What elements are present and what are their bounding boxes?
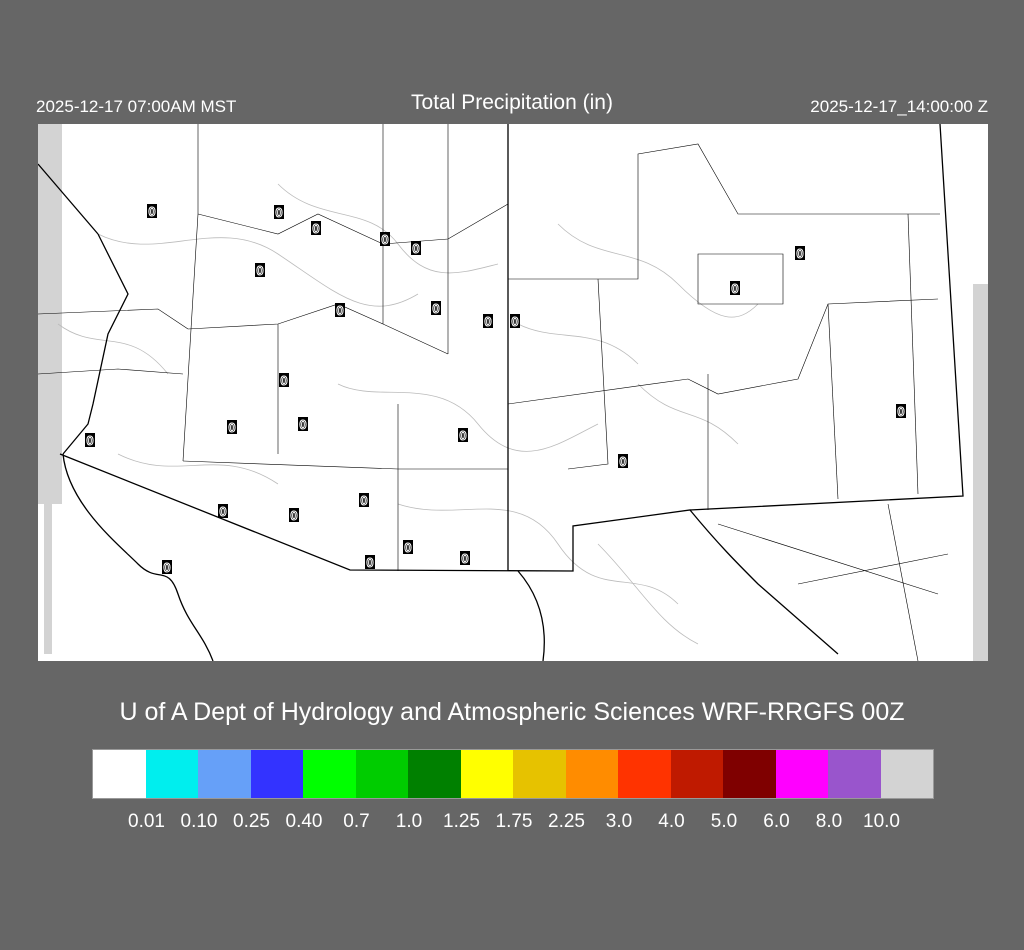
colorbar-label: 6.0 xyxy=(763,811,790,832)
station-value: 0 xyxy=(360,493,367,508)
station-value: 0 xyxy=(412,241,419,256)
colorbar-swatch xyxy=(565,750,618,798)
station-marker: 0 xyxy=(458,428,468,444)
station-value: 0 xyxy=(366,555,373,570)
precipitation-map: 0 0 0 0 0 0 0 0 0 0 0 0 0 0 0 0 0 0 0 0 0 0 0 0 0 0 xyxy=(38,124,988,661)
county-lines xyxy=(38,124,949,661)
station-marker: 0 xyxy=(403,540,413,556)
colorbar-swatch xyxy=(408,750,461,798)
station-value: 0 xyxy=(404,540,411,555)
station-value: 0 xyxy=(461,551,468,566)
station-marker: 0 xyxy=(359,493,369,509)
local-time: 2025-12-17 07:00AM MST xyxy=(36,97,237,116)
station-marker: 0 xyxy=(896,404,906,420)
station-value: 0 xyxy=(432,301,439,316)
colorbar-swatch xyxy=(250,750,303,798)
colorbar-swatch xyxy=(93,750,146,798)
station-value: 0 xyxy=(619,454,626,469)
station-marker: 0 xyxy=(335,303,345,319)
colorbar-swatch xyxy=(723,750,776,798)
colorbar-swatch xyxy=(618,750,671,798)
colorbar-swatch xyxy=(880,750,933,798)
edge-shading xyxy=(38,124,988,661)
colorbar-label: 3.0 xyxy=(605,811,633,832)
colorbar-swatch xyxy=(145,750,198,798)
station-marker: 0 xyxy=(483,314,493,330)
colorbar-label: 1.0 xyxy=(395,811,423,832)
colorbar-swatch xyxy=(303,750,356,798)
station-marker: 0 xyxy=(431,301,441,317)
model-credit: U of A Dept of Hydrology and Atmospheric… xyxy=(119,698,905,726)
station-marker: 0 xyxy=(365,555,375,571)
station-marker: 0 xyxy=(460,551,470,567)
station-value: 0 xyxy=(256,263,263,278)
colorbar-label: 0.10 xyxy=(180,811,218,832)
colorbar-label: 0.7 xyxy=(343,811,370,832)
station-value: 0 xyxy=(511,314,518,329)
station-value: 0 xyxy=(897,404,904,419)
colorbar-swatch xyxy=(775,750,828,798)
station-marker: 0 xyxy=(730,281,740,297)
colorbar-label: 0.40 xyxy=(285,811,323,832)
station-marker: 0 xyxy=(255,263,265,279)
station-value: 0 xyxy=(459,428,466,443)
colorbar-swatch xyxy=(828,750,881,798)
station-value: 0 xyxy=(312,221,319,236)
station-value: 0 xyxy=(280,373,287,388)
station-marker: 0 xyxy=(162,560,172,576)
station-marker: 0 xyxy=(411,241,421,257)
station-value: 0 xyxy=(219,504,226,519)
station-value: 0 xyxy=(336,303,343,318)
station-value: 0 xyxy=(381,232,388,247)
station-marker: 0 xyxy=(227,420,237,436)
colorbar-label: 0.25 xyxy=(233,811,270,832)
station-value: 0 xyxy=(228,420,235,435)
valid-time: 2025-12-17_14:00:00 Z xyxy=(810,97,988,116)
station-marker: 0 xyxy=(795,246,805,262)
station-value: 0 xyxy=(796,246,803,261)
station-marker: 0 xyxy=(289,508,299,524)
station-value: 0 xyxy=(290,508,297,523)
station-value: 0 xyxy=(731,281,738,296)
colorbar-swatch xyxy=(460,750,513,798)
station-marker: 0 xyxy=(618,454,628,470)
station-marker: 0 xyxy=(279,373,289,389)
station-value: 0 xyxy=(299,417,306,432)
colorbar-swatch xyxy=(513,750,566,798)
station-value: 0 xyxy=(275,205,282,220)
station-value: 0 xyxy=(484,314,491,329)
colorbar-label: 10.0 xyxy=(863,811,900,832)
station-value: 0 xyxy=(148,204,155,219)
station-marker: 0 xyxy=(85,433,95,449)
station-value: 0 xyxy=(86,433,93,448)
station-marker: 0 xyxy=(218,504,228,520)
colorbar-label: 5.0 xyxy=(710,811,738,832)
colorbar-label: 1.25 xyxy=(443,811,480,832)
station-marker: 0 xyxy=(510,314,520,330)
colorbar-label: 4.0 xyxy=(658,811,685,832)
colorbar-swatch xyxy=(670,750,723,798)
station-marker: 0 xyxy=(147,204,157,220)
colorbar-label: 8.0 xyxy=(815,811,843,832)
colorbar-swatch xyxy=(198,750,251,798)
station-marker: 0 xyxy=(311,221,321,237)
station-marker: 0 xyxy=(298,417,308,433)
borders xyxy=(38,124,964,661)
station-value: 0 xyxy=(163,560,170,575)
colorbar-labels: 0.01 0.10 0.25 0.40 0.7 1.0 1.25 1.75 2.25 3.0 4.0… xyxy=(0,811,1024,835)
colorbar xyxy=(92,749,934,799)
station-marker: 0 xyxy=(274,205,284,221)
colorbar-label: 1.75 xyxy=(495,811,533,832)
colorbar-label: 2.25 xyxy=(548,811,585,832)
colorbar-label: 0.01 xyxy=(128,811,165,832)
colorbar-swatch xyxy=(355,750,408,798)
terrain-contours xyxy=(57,183,759,645)
station-marker: 0 xyxy=(380,232,390,248)
map-title: Total Precipitation (in) xyxy=(411,91,613,114)
